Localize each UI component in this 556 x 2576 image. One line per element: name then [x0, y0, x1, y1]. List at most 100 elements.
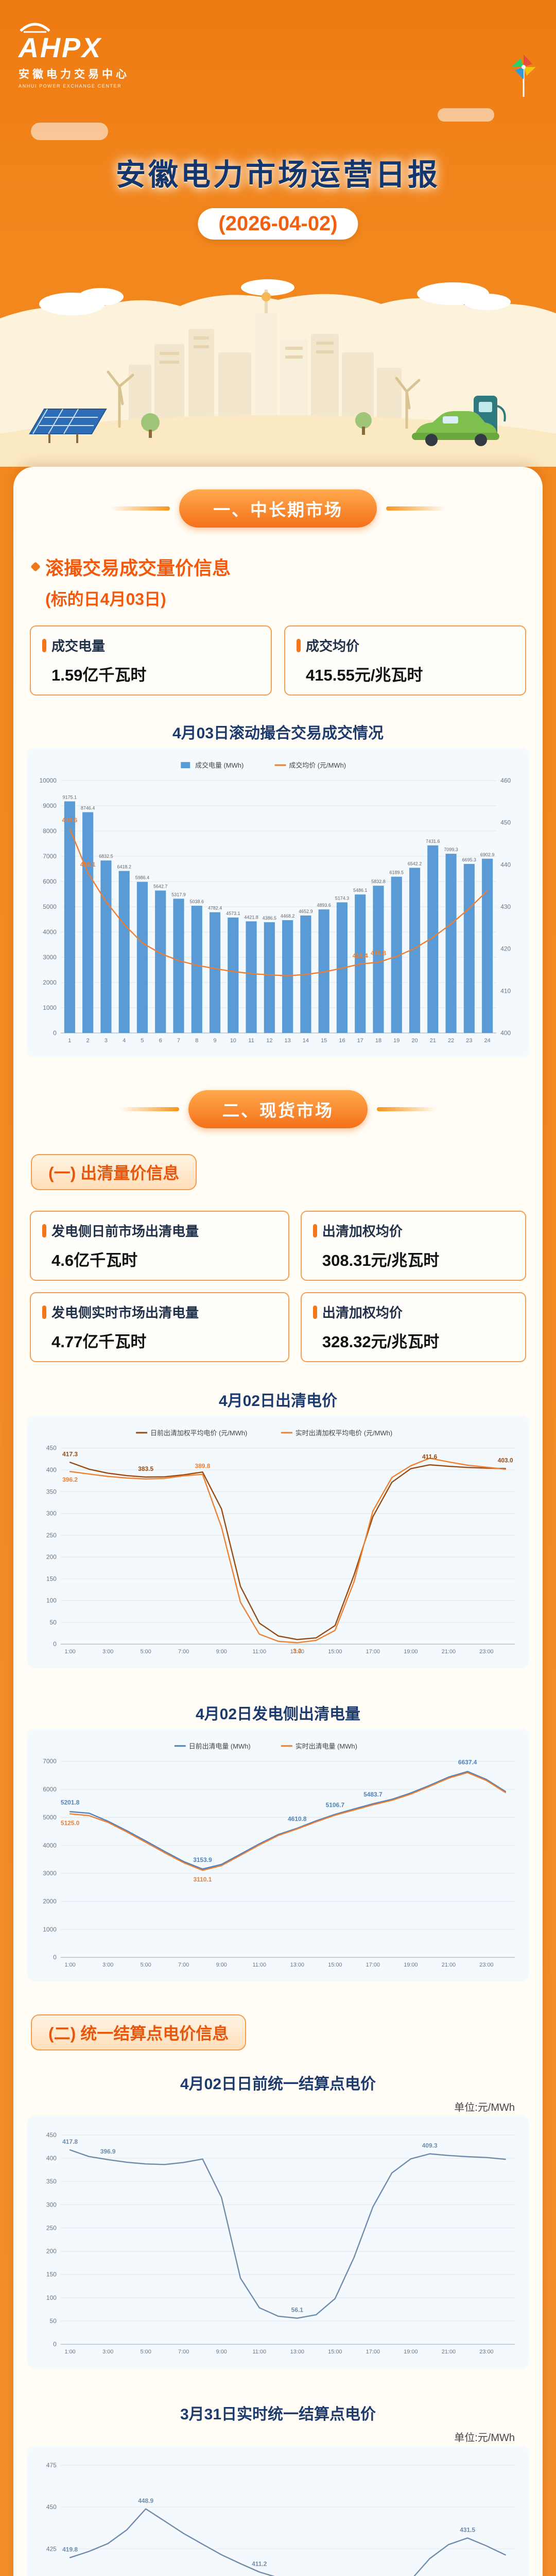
- svg-text:9: 9: [213, 1038, 216, 1044]
- svg-text:4573.1: 4573.1: [226, 911, 240, 916]
- svg-text:15:00: 15:00: [328, 1649, 342, 1655]
- bar: [118, 871, 130, 1033]
- svg-text:23:00: 23:00: [479, 1962, 493, 1968]
- svg-text:7:00: 7:00: [178, 2349, 189, 2355]
- ahpx-logo: AHPX 安徽电力交易中心 ANHUI POWER EXCHANGE CENTE…: [19, 18, 130, 89]
- svg-text:440: 440: [500, 861, 511, 868]
- section-banner-midlong: 一、中长期市场: [26, 489, 530, 528]
- svg-text:6695.3: 6695.3: [462, 857, 476, 862]
- svg-text:430: 430: [500, 903, 511, 910]
- svg-text:1:00: 1:00: [64, 1962, 75, 1968]
- chart-panel: 3503754004254504751:003:005:007:009:0011…: [27, 2446, 529, 2576]
- banner-decoration: [119, 1107, 179, 1111]
- content-card: 一、中长期市场 滚撮交易成交量价信息 (标的日4月03日) 成交电量 1.59亿…: [13, 467, 543, 2576]
- bar: [482, 858, 493, 1033]
- chart-panel: 0 1000 2000 3000 4000 5000 6000 7000 1:00 3:00 5:0…: [27, 1729, 529, 1981]
- svg-text:7: 7: [177, 1038, 180, 1044]
- stat-label: 出清加权均价: [313, 1302, 514, 1321]
- stat-label: 成交均价: [297, 636, 514, 655]
- svg-text:0: 0: [53, 1640, 57, 1648]
- svg-text:成交电量 (MWh): 成交电量 (MWh): [195, 761, 244, 769]
- bar: [445, 854, 457, 1033]
- chart-svg: 0 1000 2000 3000 4000 5000 6000 7000 8000 9000 100…: [40, 761, 511, 1044]
- svg-text:18: 18: [375, 1038, 381, 1044]
- stat-box-da-price: 出清加权均价 308.31元/兆瓦时: [300, 1211, 526, 1281]
- chart-title: 3月31日实时统一结算点电价: [180, 2406, 376, 2423]
- svg-text:0: 0: [53, 1954, 57, 1961]
- svg-text:100: 100: [46, 1597, 57, 1604]
- svg-text:389.8: 389.8: [195, 1463, 211, 1470]
- svg-text:14: 14: [303, 1038, 309, 1044]
- unit-label: 单位:元/MWh: [454, 2432, 515, 2444]
- svg-text:6542.2: 6542.2: [408, 861, 422, 866]
- svg-text:250: 250: [46, 1532, 57, 1539]
- svg-text:17:00: 17:00: [366, 1962, 380, 1968]
- svg-text:420: 420: [500, 945, 511, 953]
- stat-value: 1.59亿千瓦时: [51, 666, 147, 684]
- svg-text:417.3: 417.3: [62, 1450, 78, 1458]
- svg-text:3000: 3000: [43, 954, 57, 961]
- svg-text:350: 350: [46, 2178, 57, 2185]
- svg-text:3000: 3000: [43, 1870, 57, 1877]
- svg-text:3: 3: [105, 1038, 108, 1044]
- svg-text:5:00: 5:00: [141, 1962, 151, 1968]
- chart-title: 4月02日发电侧出清电量: [195, 1706, 361, 1723]
- svg-text:250: 250: [46, 2224, 57, 2231]
- svg-text:24: 24: [484, 1038, 491, 1044]
- logo-text: AHPX: [19, 32, 102, 63]
- svg-text:5317.9: 5317.9: [171, 892, 185, 897]
- svg-text:7000: 7000: [43, 853, 57, 860]
- svg-text:4: 4: [123, 1038, 126, 1044]
- stat-box-traded-volume: 成交电量 1.59亿千瓦时: [30, 625, 272, 696]
- bar: [209, 912, 221, 1033]
- svg-text:5486.1: 5486.1: [353, 888, 367, 893]
- svg-text:13:00: 13:00: [290, 1649, 304, 1655]
- banner-decoration: [386, 506, 446, 511]
- building-windows: [160, 336, 334, 364]
- rolling-match-chart: 0 1000 2000 3000 4000 5000 6000 7000 8000 9000 100…: [27, 755, 529, 1054]
- svg-text:5125.0: 5125.0: [61, 1820, 80, 1827]
- chart-title: 4月02日日前统一结算点电价: [180, 2076, 376, 2093]
- tower-sphere: [262, 292, 271, 301]
- stat-box-average-price: 成交均价 415.55元/兆瓦时: [284, 625, 526, 696]
- chart-svg: 3503754004254504751:003:005:007:009:0011…: [46, 2462, 515, 2576]
- svg-text:5174.3: 5174.3: [335, 895, 349, 901]
- svg-text:416.8: 416.8: [371, 950, 386, 957]
- bar: [64, 801, 75, 1033]
- bar: [409, 868, 421, 1033]
- svg-text:6: 6: [159, 1038, 162, 1044]
- svg-text:9175.1: 9175.1: [63, 794, 77, 800]
- stat-box-rt-volume: 发电侧实时市场出清电量 4.77亿千瓦时: [30, 1292, 289, 1362]
- svg-text:15: 15: [321, 1038, 327, 1044]
- svg-text:409.3: 409.3: [422, 2142, 438, 2149]
- line-series: [69, 1772, 506, 1871]
- spot-stats: 发电侧日前市场出清电量 4.6亿千瓦时 出清加权均价 308.31元/兆瓦时 发…: [30, 1211, 526, 1362]
- banner-decoration: [110, 506, 170, 511]
- svg-text:21: 21: [430, 1038, 436, 1044]
- svg-text:23: 23: [466, 1038, 472, 1044]
- svg-text:19:00: 19:00: [404, 1962, 418, 1968]
- svg-text:4782.4: 4782.4: [208, 906, 222, 911]
- cloud-decoration: [31, 123, 108, 140]
- svg-text:0: 0: [53, 2341, 57, 2348]
- svg-text:400: 400: [46, 1466, 57, 1473]
- svg-text:9:00: 9:00: [216, 1649, 227, 1655]
- svg-text:2000: 2000: [43, 1897, 57, 1905]
- pinwheel-icon: [511, 55, 536, 97]
- svg-text:438.1: 438.1: [80, 861, 96, 868]
- solar-panel-icon: [29, 409, 107, 443]
- svg-text:6000: 6000: [43, 878, 57, 885]
- bar: [463, 863, 475, 1033]
- stat-label: 出清加权均价: [313, 1221, 514, 1240]
- svg-text:8000: 8000: [43, 827, 57, 835]
- svg-text:7:00: 7:00: [178, 1962, 189, 1968]
- svg-text:100: 100: [46, 2294, 57, 2301]
- svg-text:300: 300: [46, 2201, 57, 2208]
- svg-text:6000: 6000: [43, 1786, 57, 1793]
- subtitle-line2: (标的日4月03日): [45, 590, 166, 608]
- svg-text:4386.5: 4386.5: [263, 916, 276, 921]
- svg-text:17:00: 17:00: [366, 1649, 380, 1655]
- stat-value: 308.31元/兆瓦时: [322, 1251, 440, 1269]
- chart-svg: 0 50 100 150 200 250 300 350 400 450 1:00 3:00 5:00 7…: [46, 1429, 515, 1655]
- bar: [100, 860, 112, 1033]
